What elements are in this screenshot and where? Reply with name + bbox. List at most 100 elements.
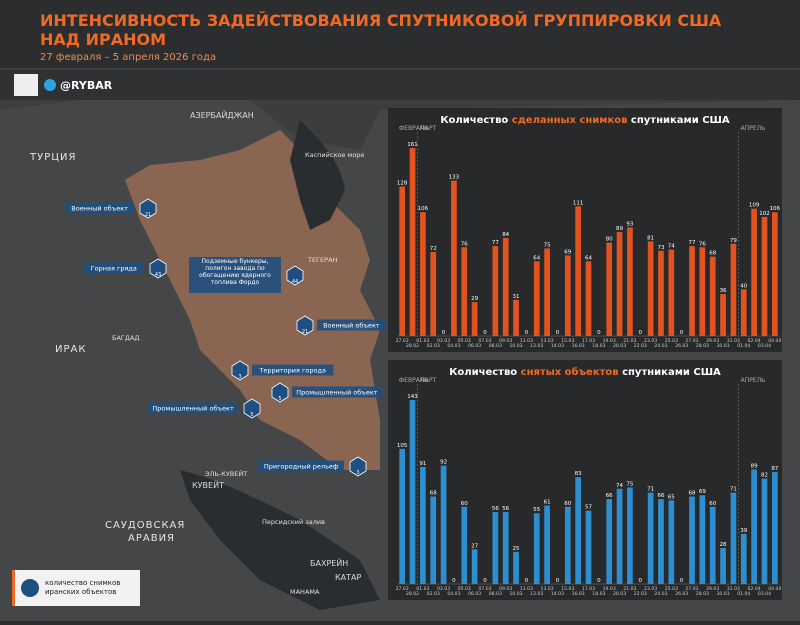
value-label: 87: [771, 466, 778, 472]
callout-marker: [231, 360, 249, 381]
callout-label: Горная гряда: [91, 265, 137, 273]
x-tick-label: 08.03: [489, 343, 502, 349]
callouts: Военный объект 21 Горная гряда 43 Подземные …: [65, 198, 386, 477]
chart-title-part: снятых объектов: [521, 366, 619, 378]
callout-count: 21: [302, 329, 308, 335]
callout-marker: [149, 258, 167, 279]
bar: [658, 250, 664, 336]
bar: [771, 472, 778, 584]
title: ИНТЕНСИВНОСТЬ ЗАДЕЙСТВОВАНИЯ СПУТНИКОВОЙ…: [40, 11, 722, 30]
callout-marker: [139, 198, 157, 219]
x-tick-label: 07.03: [478, 586, 491, 592]
bar: [471, 549, 478, 584]
bar: [420, 212, 426, 336]
value-label: 0: [639, 578, 643, 584]
bar: [606, 242, 613, 336]
value-label: 105: [397, 443, 408, 449]
x-tick-label: 20.03: [613, 343, 626, 349]
x-tick-label: 04.03: [447, 591, 460, 597]
x-tick-label: 29.03: [706, 338, 719, 344]
bar: [647, 241, 654, 336]
bar: [461, 506, 468, 584]
bar: [606, 499, 613, 584]
x-tick-label: 27.03: [685, 586, 698, 592]
value-label: 92: [440, 460, 447, 466]
x-tick-label: 25.03: [665, 586, 678, 592]
x-tick-label: 22.03: [634, 343, 647, 349]
x-tick-label: 02.03: [427, 591, 440, 597]
x-tick-label: 02.04: [748, 586, 761, 592]
value-label: 0: [442, 330, 446, 336]
month-label: АПРЕЛЬ: [741, 377, 766, 384]
bar: [740, 289, 747, 336]
value-label: 0: [597, 330, 601, 336]
x-tick-label: 21.03: [623, 586, 636, 592]
x-tick-label: 01.04: [737, 343, 750, 349]
value-label: 74: [616, 483, 623, 489]
telegram-icon: [44, 79, 56, 91]
value-label: 28: [720, 542, 727, 548]
x-tick-label: 24.03: [654, 343, 667, 349]
x-tick-label: 17.03: [582, 338, 595, 344]
x-tick-label: 03.03: [437, 586, 450, 592]
value-label: 61: [544, 500, 551, 506]
country-label: КАТАР: [335, 573, 362, 582]
x-tick-label: 18.03: [592, 591, 605, 597]
value-label: 60: [709, 501, 716, 507]
value-label: 66: [606, 493, 613, 499]
x-tick-label: 28.03: [696, 591, 709, 597]
value-label: 0: [680, 330, 684, 336]
value-label: 71: [730, 487, 737, 493]
title: НАД ИРАНОМ: [40, 30, 166, 49]
x-tick-label: 28.03: [696, 343, 709, 349]
callout-box: [148, 402, 238, 414]
x-tick-label: 15.03: [561, 586, 574, 592]
bar: [689, 496, 695, 584]
bar: [513, 551, 519, 584]
x-tick-label: 13.03: [541, 338, 554, 344]
value-label: 0: [525, 330, 529, 336]
value-label: 29: [471, 296, 478, 302]
callout-marker: [286, 265, 304, 286]
x-tick-label: 10.03: [509, 591, 522, 597]
bar: [699, 247, 706, 336]
x-tick-label: 28.02: [406, 343, 419, 349]
bar: [761, 478, 768, 584]
legend-icon: [21, 579, 39, 597]
x-tick-label: 11.03: [520, 586, 533, 592]
x-tick-label: 02.04: [748, 338, 761, 344]
country-label: БАХРЕЙН: [310, 557, 348, 568]
bar: [699, 495, 706, 584]
x-tick-label: 06.03: [468, 591, 481, 597]
bar: [533, 513, 540, 584]
value-label: 36: [720, 288, 727, 294]
value-label: 143: [407, 394, 418, 400]
country-label: КУВЕЙТ: [192, 479, 224, 490]
month-label: МАРТ: [420, 125, 437, 132]
country-label: АЗЕРБАЙДЖАН: [190, 109, 254, 120]
x-tick-label: 11.03: [520, 338, 533, 344]
bar: [709, 256, 716, 336]
legend-text: количество снимков: [45, 579, 120, 587]
callout-count: 21: [145, 212, 151, 218]
value-label: 0: [483, 330, 487, 336]
bar: [627, 227, 633, 336]
value-label: 74: [668, 244, 675, 250]
value-label: 77: [689, 240, 696, 246]
value-label: 40: [740, 283, 747, 289]
x-tick-label: 24.03: [654, 591, 667, 597]
value-label: 106: [770, 206, 781, 212]
bar: [575, 206, 581, 336]
x-tick-label: 04.04: [768, 586, 781, 592]
legend-accent: [12, 570, 15, 606]
x-tick-label: 03.04: [758, 343, 771, 349]
value-label: 68: [430, 491, 437, 497]
value-label: 64: [585, 255, 592, 261]
callout-label: Территория города: [258, 367, 326, 375]
value-label: 111: [573, 200, 584, 206]
bar: [627, 487, 633, 584]
bar: [544, 505, 550, 584]
chart-title-part: Количество: [449, 367, 520, 378]
callout-marker: [271, 382, 289, 403]
value-label: 64: [533, 255, 540, 261]
